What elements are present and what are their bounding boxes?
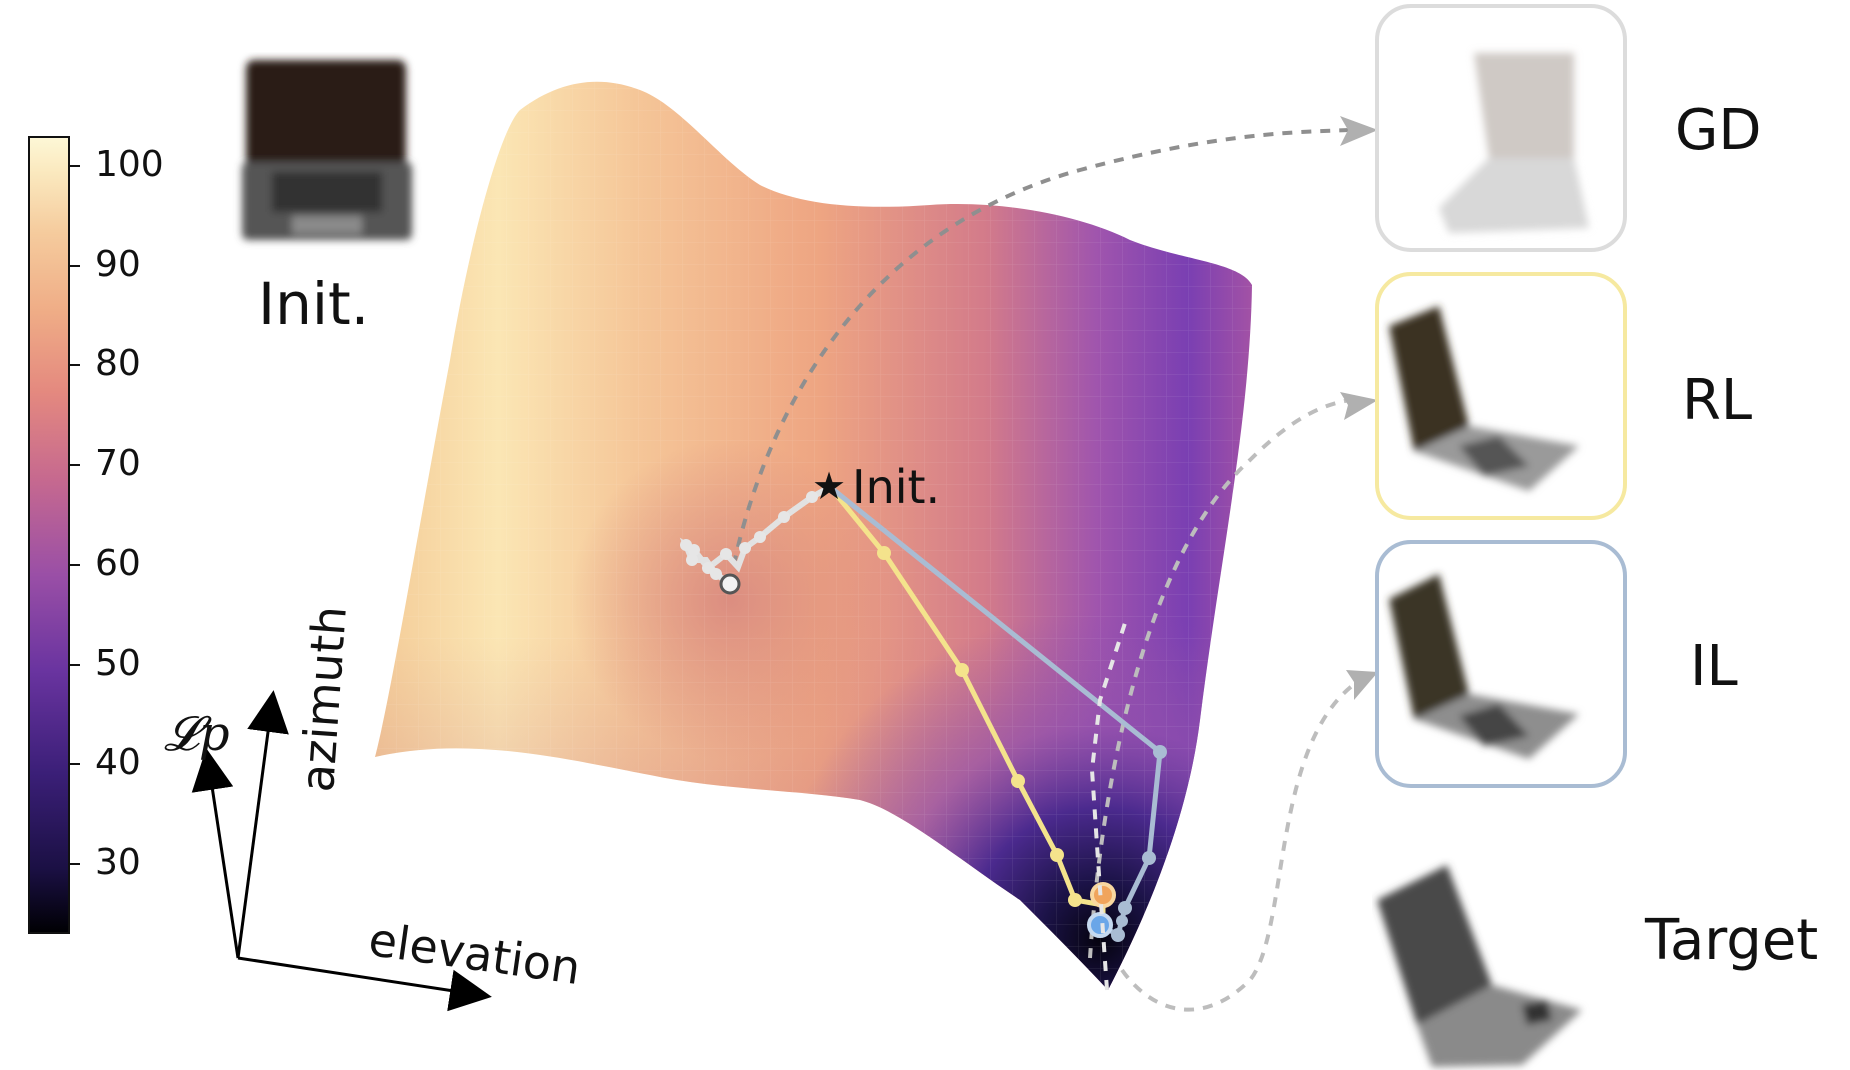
il-connector [1120,678,1362,1012]
rl-connector [1088,398,1351,959]
gd-result-panel [1375,4,1627,252]
il-path [828,485,1167,942]
colorbar-tick-label: 90 [95,243,141,285]
loss-surface [375,81,1252,990]
gd-result-label: GD [1675,98,1762,163]
laptop-open-dark-icon [1389,574,1579,759]
loss-axis-label: 𝓛p [164,706,230,762]
colorbar-tick-label: 50 [95,642,141,684]
result-connectors [728,128,1362,1012]
colorbar-tick-mark [70,663,80,666]
il-endpoint [1087,912,1113,938]
colorbar-gradient [28,136,70,934]
gd-path [679,484,832,595]
start-star-icon: ★ [812,464,847,508]
init-laptop-icon [242,60,412,240]
rl-path [828,485,1116,928]
azimuth-axis-arrow [236,690,289,959]
colorbar-tick-label: 80 [95,343,141,385]
connector-arrowheads [1340,116,1378,700]
target-laptop-icon [1377,865,1582,1067]
init-thumbnail-label: Init. [258,270,370,338]
colorbar-tick-label: 60 [95,542,141,584]
loss-axis-arrow [191,748,240,959]
axes-diagram [191,690,492,1012]
il-result-label: IL [1690,634,1738,699]
colorbar-tick-label: 100 [95,143,164,185]
colorbar-tick-mark [70,364,80,367]
colorbar-tick-label: 30 [95,842,141,884]
rl-result-panel [1375,272,1627,520]
gd-connector [728,128,1351,585]
colorbar-tick-label: 40 [95,742,141,784]
colorbar-tick-mark [70,563,80,566]
colorbar-tick-label: 70 [95,443,141,485]
target-label: Target [1645,908,1819,973]
colorbar-tick-mark [70,164,80,167]
colorbar-tick-mark [70,763,80,766]
colorbar-tick-mark [70,464,80,467]
rl-endpoint [1090,882,1116,908]
elevation-axis-arrow [237,956,492,1012]
colorbar-tick-mark [70,863,80,866]
colorbar-tick-mark [70,264,80,267]
start-marker-label: Init. [852,460,941,514]
gd-endpoint [719,573,741,595]
laptop-open-white-icon [1439,53,1589,233]
rl-result-label: RL [1682,368,1753,433]
laptop-open-dark-icon [1389,306,1579,491]
il-result-panel [1375,540,1627,788]
